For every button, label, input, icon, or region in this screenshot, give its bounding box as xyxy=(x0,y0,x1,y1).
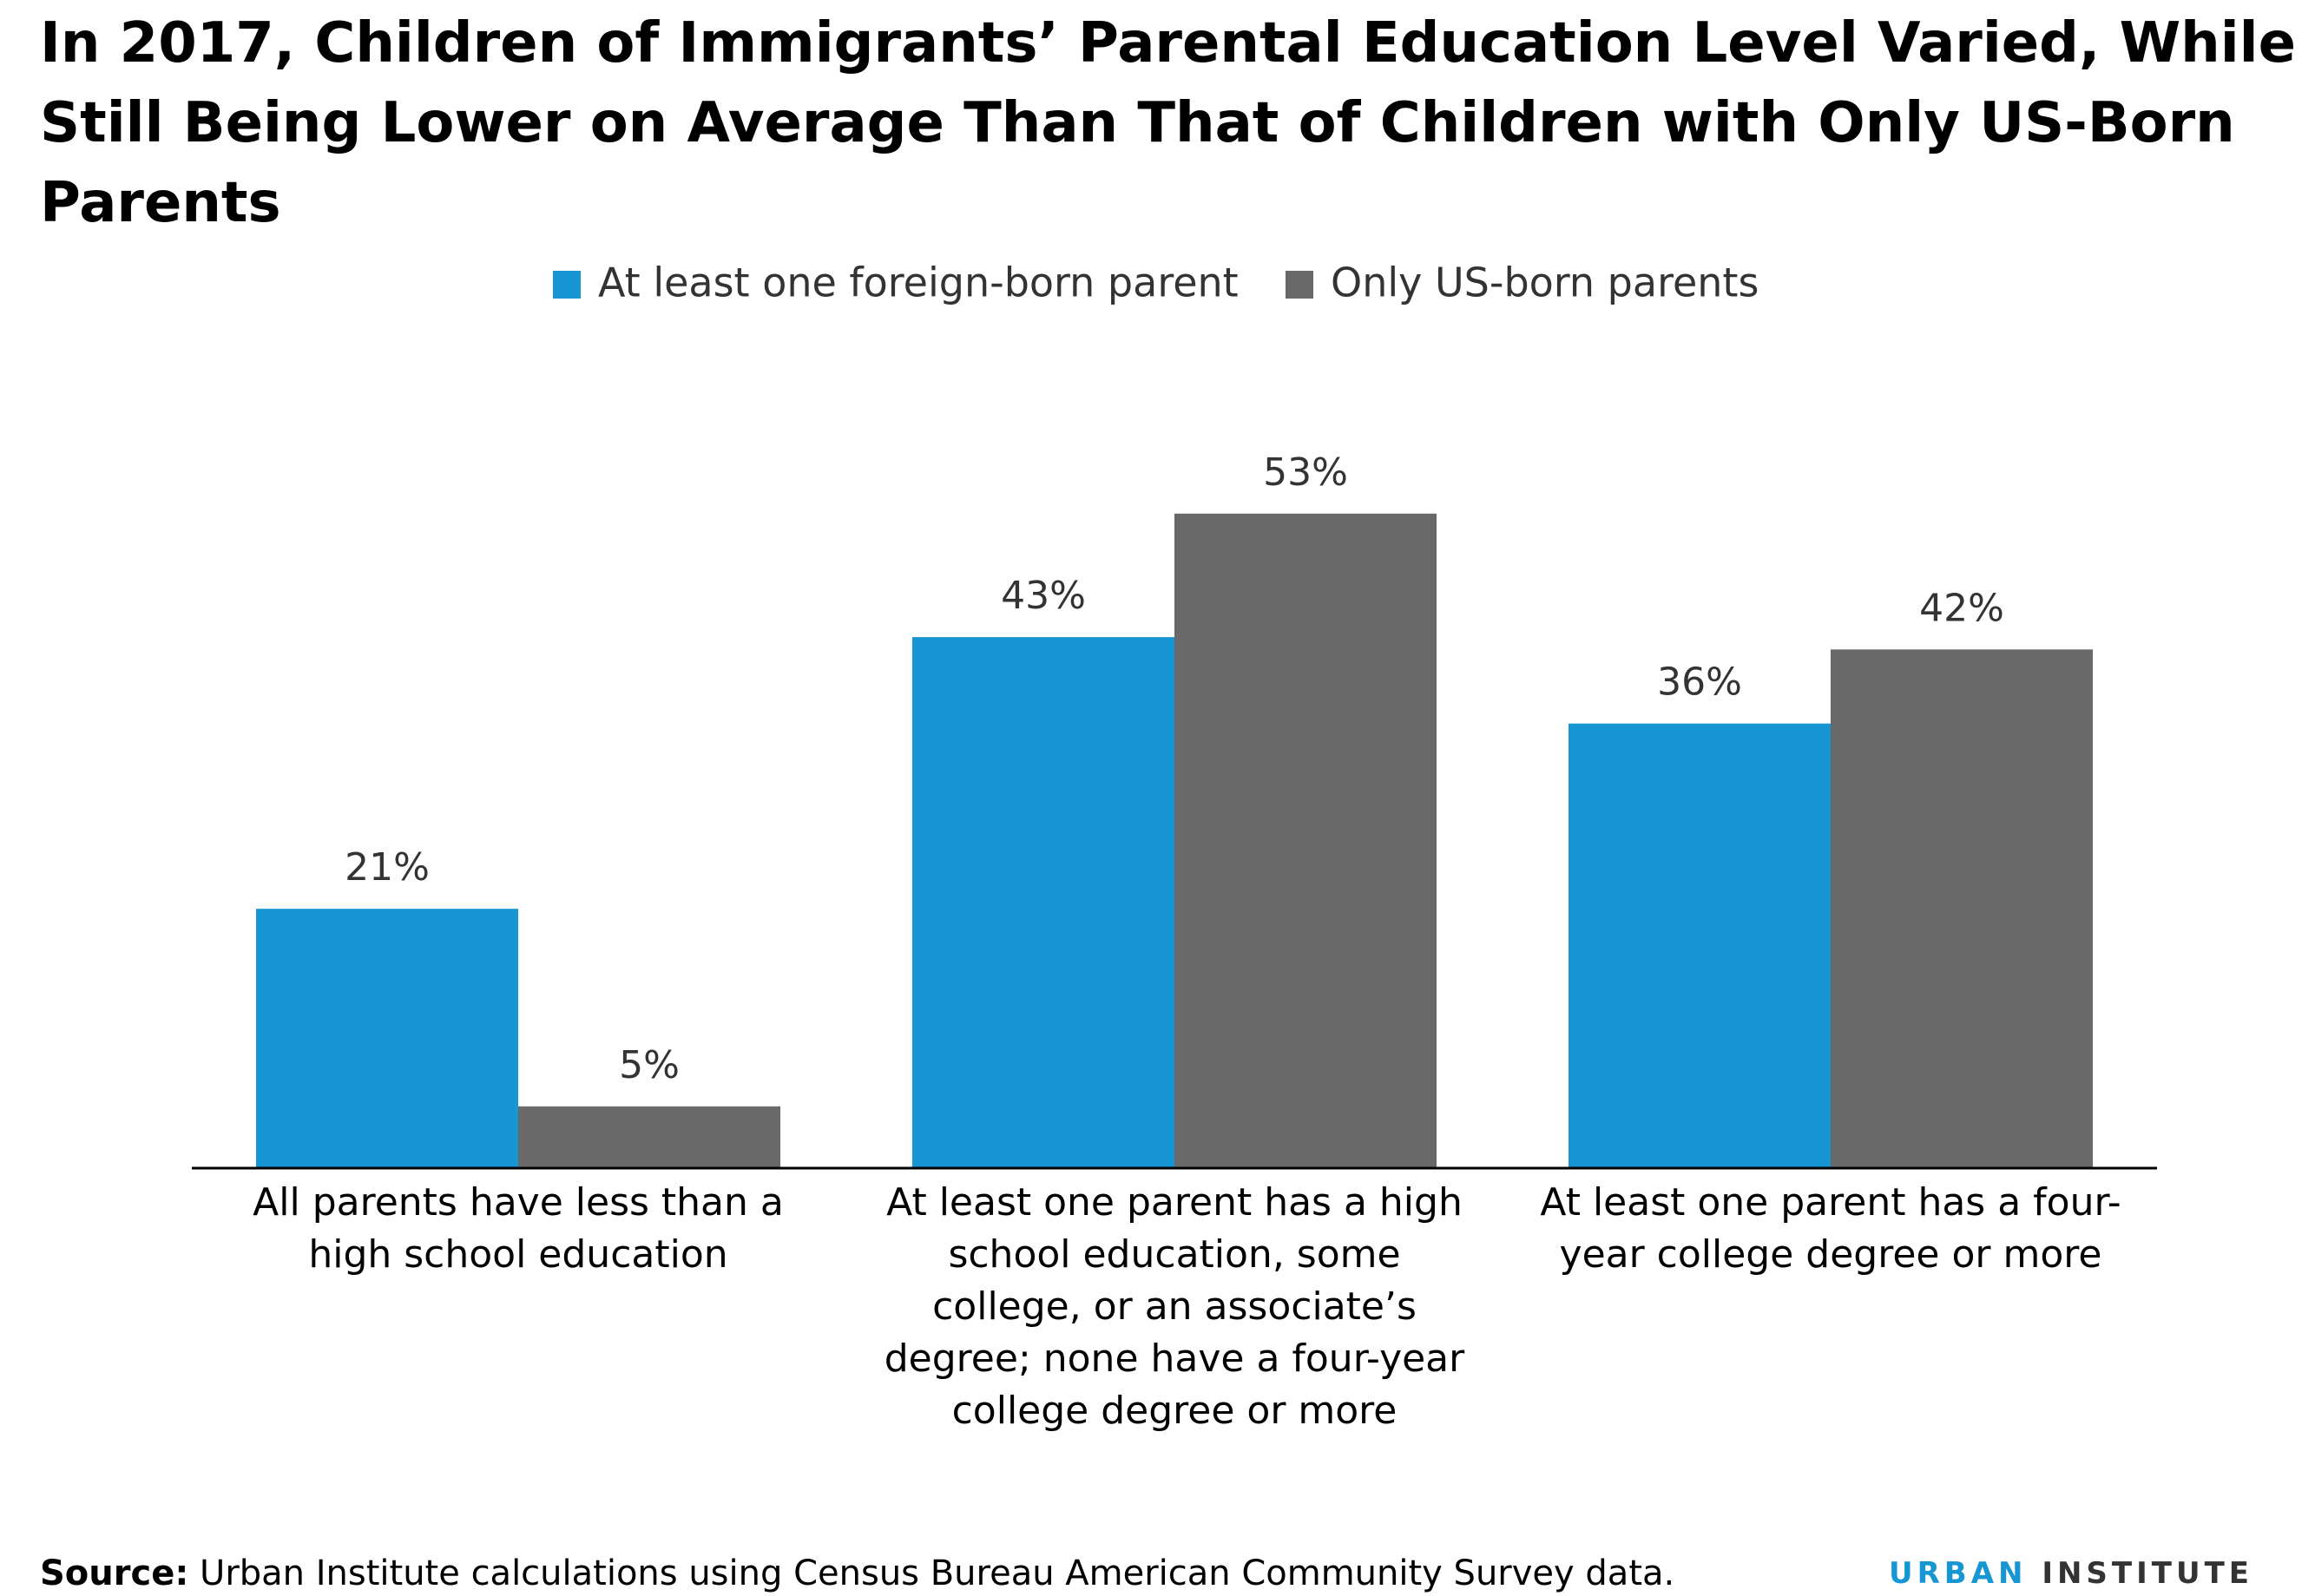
bar xyxy=(1831,649,2093,1168)
x-tick-label: At least one parent has a high school ed… xyxy=(884,1180,1465,1433)
legend-swatch xyxy=(1286,271,1313,299)
legend-label: Only US-born parents xyxy=(1331,259,1759,306)
x-tick-label: All parents have less than a high school… xyxy=(253,1180,784,1277)
value-label: 36% xyxy=(1657,660,1742,705)
x-tick-label: At least one parent has a four-year coll… xyxy=(1540,1180,2121,1277)
logo-word: INSTITUTE xyxy=(2042,1556,2253,1591)
source: Source: Urban Institute calculations usi… xyxy=(40,1553,1674,1593)
legend-label: At least one foreign-born parent xyxy=(598,259,1239,306)
value-label: 53% xyxy=(1263,450,1348,495)
bar xyxy=(912,637,1174,1168)
logo-word: URBAN xyxy=(1889,1556,2028,1591)
value-label: 42% xyxy=(1919,586,2004,630)
bar xyxy=(1569,723,1831,1168)
bar xyxy=(518,1106,780,1168)
legend-swatch xyxy=(553,271,581,299)
bar xyxy=(256,909,518,1168)
value-label: 21% xyxy=(345,845,430,890)
value-label: 43% xyxy=(1001,574,1086,618)
value-label: 5% xyxy=(619,1043,680,1087)
logo: URBAN INSTITUTE xyxy=(1889,1556,2253,1591)
source-text: Urban Institute calculations using Censu… xyxy=(200,1553,1675,1593)
source-label: Source: xyxy=(40,1553,189,1593)
chart-title: In 2017, Children of Immigrants’ Parenta… xyxy=(40,11,2296,235)
bar xyxy=(1174,513,1437,1168)
